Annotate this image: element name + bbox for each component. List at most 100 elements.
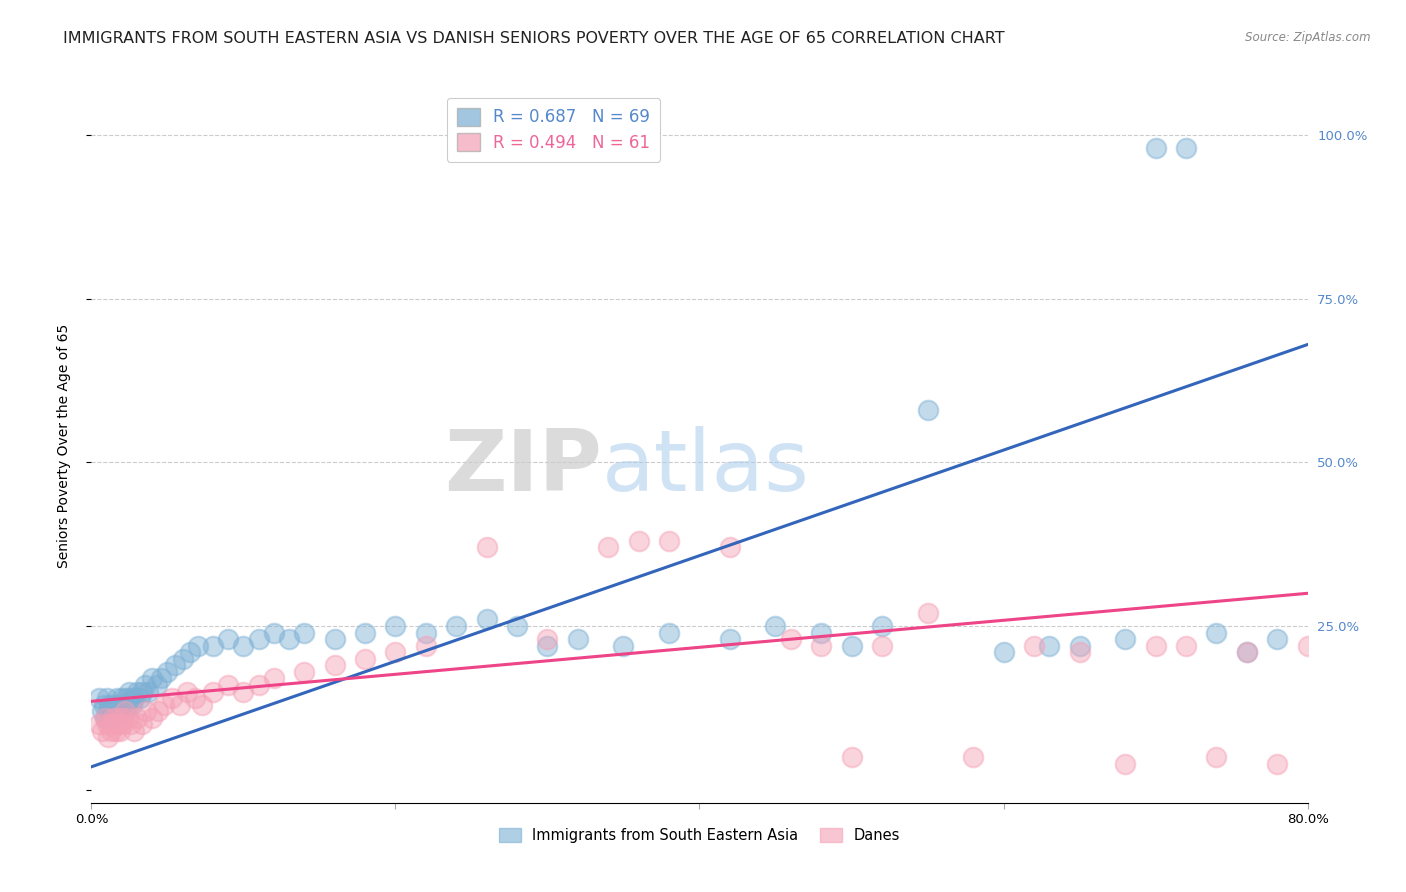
Point bbox=[1114, 756, 1136, 771]
Point bbox=[141, 672, 163, 686]
Point bbox=[97, 731, 120, 745]
Point bbox=[150, 672, 173, 686]
Point bbox=[1296, 639, 1319, 653]
Point bbox=[354, 625, 377, 640]
Point bbox=[263, 625, 285, 640]
Point bbox=[104, 723, 127, 738]
Point bbox=[917, 403, 939, 417]
Point bbox=[160, 691, 183, 706]
Point bbox=[384, 619, 406, 633]
Point bbox=[870, 639, 893, 653]
Point bbox=[263, 672, 285, 686]
Point bbox=[96, 691, 118, 706]
Point bbox=[598, 541, 620, 555]
Point bbox=[658, 625, 681, 640]
Point bbox=[810, 625, 832, 640]
Point bbox=[101, 704, 124, 718]
Point bbox=[841, 639, 863, 653]
Point bbox=[125, 711, 148, 725]
Point bbox=[323, 658, 346, 673]
Point bbox=[232, 684, 254, 698]
Point bbox=[111, 711, 134, 725]
Point bbox=[1236, 645, 1258, 659]
Point bbox=[627, 533, 650, 548]
Point bbox=[117, 698, 139, 712]
Point bbox=[278, 632, 301, 647]
Point bbox=[765, 619, 787, 633]
Point bbox=[114, 704, 136, 718]
Point bbox=[122, 691, 145, 706]
Point bbox=[444, 619, 467, 633]
Point bbox=[114, 704, 136, 718]
Point bbox=[993, 645, 1015, 659]
Point bbox=[87, 691, 110, 706]
Point bbox=[217, 632, 239, 647]
Point bbox=[1265, 632, 1288, 647]
Point bbox=[870, 619, 893, 633]
Point bbox=[1144, 141, 1167, 155]
Point bbox=[292, 665, 315, 679]
Point bbox=[120, 691, 142, 706]
Text: IMMIGRANTS FROM SOUTH EASTERN ASIA VS DANISH SENIORS POVERTY OVER THE AGE OF 65 : IMMIGRANTS FROM SOUTH EASTERN ASIA VS DA… bbox=[63, 31, 1005, 46]
Point bbox=[506, 619, 529, 633]
Point bbox=[779, 632, 801, 647]
Point bbox=[1174, 639, 1197, 653]
Legend: Immigrants from South Eastern Asia, Danes: Immigrants from South Eastern Asia, Dane… bbox=[494, 822, 905, 849]
Point bbox=[247, 632, 270, 647]
Point bbox=[98, 717, 121, 731]
Point bbox=[217, 678, 239, 692]
Point bbox=[97, 704, 120, 718]
Point bbox=[141, 711, 163, 725]
Point bbox=[415, 625, 437, 640]
Point bbox=[145, 678, 167, 692]
Point bbox=[718, 541, 741, 555]
Point bbox=[163, 658, 186, 673]
Point bbox=[100, 723, 122, 738]
Point bbox=[103, 717, 125, 731]
Point bbox=[1069, 639, 1091, 653]
Point bbox=[98, 698, 121, 712]
Point bbox=[111, 691, 134, 706]
Point bbox=[415, 639, 437, 653]
Point bbox=[112, 717, 135, 731]
Point bbox=[117, 711, 139, 725]
Point bbox=[104, 704, 127, 718]
Point bbox=[103, 698, 125, 712]
Point bbox=[148, 704, 170, 718]
Point bbox=[1144, 639, 1167, 653]
Point bbox=[129, 691, 152, 706]
Point bbox=[156, 665, 179, 679]
Point bbox=[810, 639, 832, 653]
Point bbox=[125, 684, 148, 698]
Point bbox=[112, 698, 135, 712]
Point bbox=[107, 717, 129, 731]
Point bbox=[105, 711, 128, 725]
Point bbox=[1265, 756, 1288, 771]
Point bbox=[567, 632, 589, 647]
Point bbox=[1205, 750, 1227, 764]
Point bbox=[184, 691, 207, 706]
Text: atlas: atlas bbox=[602, 425, 810, 509]
Point bbox=[536, 639, 558, 653]
Point bbox=[121, 698, 143, 712]
Point bbox=[93, 698, 115, 712]
Point bbox=[131, 684, 153, 698]
Point bbox=[1236, 645, 1258, 659]
Point bbox=[475, 541, 498, 555]
Point bbox=[94, 711, 117, 725]
Point bbox=[718, 632, 741, 647]
Point bbox=[536, 632, 558, 647]
Point bbox=[135, 704, 157, 718]
Point bbox=[172, 652, 194, 666]
Y-axis label: Seniors Poverty Over the Age of 65: Seniors Poverty Over the Age of 65 bbox=[56, 324, 70, 568]
Point bbox=[91, 723, 114, 738]
Point bbox=[1038, 639, 1060, 653]
Point bbox=[917, 606, 939, 620]
Point bbox=[107, 698, 129, 712]
Point bbox=[962, 750, 984, 764]
Point bbox=[134, 678, 156, 692]
Point bbox=[1174, 141, 1197, 155]
Point bbox=[1069, 645, 1091, 659]
Point bbox=[247, 678, 270, 692]
Point bbox=[120, 717, 142, 731]
